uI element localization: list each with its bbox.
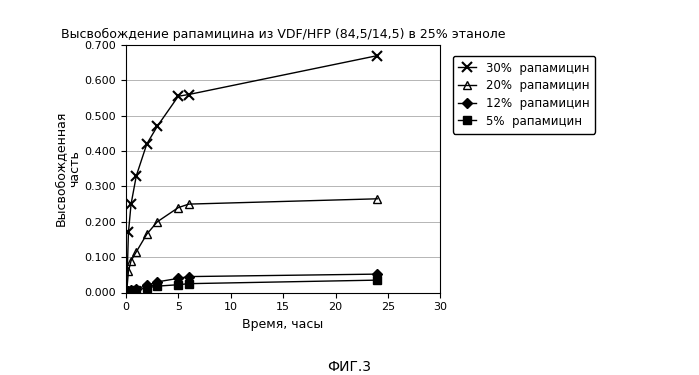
5%  рапамицин <box>122 290 131 294</box>
12%  рапамицин <box>373 272 382 276</box>
12%  рапамицин <box>132 287 140 291</box>
Text: ФИГ.3: ФИГ.3 <box>328 360 371 374</box>
30%  рапамицин <box>373 53 382 58</box>
30%  рапамицин <box>132 174 140 178</box>
30%  рапамицин <box>153 124 161 129</box>
12%  рапамицин <box>124 288 133 293</box>
Y-axis label: Высвобожденная
часть: Высвобожденная часть <box>54 111 82 226</box>
X-axis label: Время, часы: Время, часы <box>243 318 324 331</box>
30%  рапамицин <box>185 92 193 97</box>
12%  рапамицин <box>174 276 182 280</box>
12%  рапамицин <box>185 274 193 279</box>
12%  рапамицин <box>143 283 151 288</box>
5%  рапамицин <box>153 284 161 288</box>
5%  рапамицин <box>185 281 193 286</box>
20%  рапамицин <box>373 196 382 201</box>
20%  рапамицин <box>185 202 193 206</box>
30%  рапамицин <box>174 94 182 99</box>
12%  рапамицин <box>127 287 136 292</box>
20%  рапамицин <box>143 232 151 236</box>
12%  рапамицин <box>153 280 161 284</box>
20%  рапамицин <box>124 269 133 273</box>
Line: 5%  рапамицин: 5% рапамицин <box>122 276 382 296</box>
Line: 30%  рапамицин: 30% рапамицин <box>122 51 382 296</box>
Line: 20%  рапамицин: 20% рапамицин <box>122 195 382 296</box>
30%  рапамицин <box>127 202 136 206</box>
5%  рапамицин <box>174 282 182 287</box>
12%  рапамицин <box>122 290 131 294</box>
5%  рапамицин <box>373 278 382 282</box>
5%  рапамицин <box>127 288 136 293</box>
20%  рапамицин <box>174 206 182 210</box>
20%  рапамицин <box>122 289 131 294</box>
20%  рапамицин <box>132 250 140 254</box>
5%  рапамицин <box>124 289 133 294</box>
30%  рапамицин <box>122 288 131 293</box>
Line: 12%  рапамицин: 12% рапамицин <box>123 271 381 296</box>
20%  рапамицин <box>127 258 136 263</box>
Legend: 30%  рапамицин, 20%  рапамицин, 12%  рапамицин, 5%  рапамицин: 30% рапамицин, 20% рапамицин, 12% рапами… <box>452 56 595 134</box>
30%  рапамицин <box>143 142 151 146</box>
5%  рапамицин <box>132 288 140 292</box>
5%  рапамицин <box>143 286 151 290</box>
Title: Высвобождение рапамицина из VDF/HFP (84,5/14,5) в 25% этаноле: Высвобождение рапамицина из VDF/HFP (84,… <box>61 28 505 41</box>
30%  рапамицин <box>124 230 133 235</box>
20%  рапамицин <box>153 219 161 224</box>
